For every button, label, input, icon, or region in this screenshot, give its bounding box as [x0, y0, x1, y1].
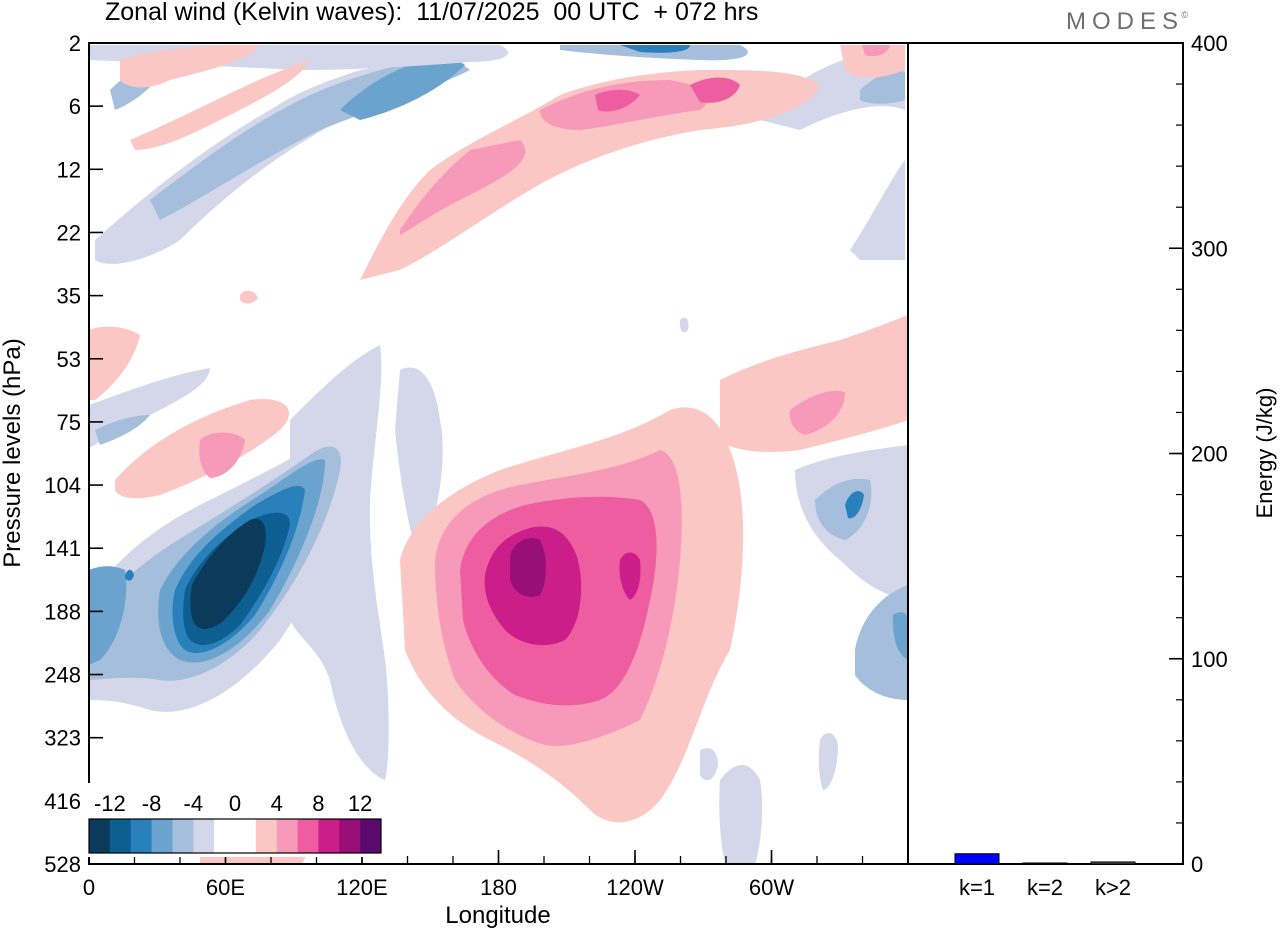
y-tick-label: 6 — [69, 94, 81, 119]
colorbar-label: 8 — [312, 791, 324, 816]
y-tick-label: 35 — [57, 284, 81, 309]
upper-positive-bands — [120, 45, 905, 304]
y-tick-label: 416 — [44, 789, 81, 814]
colorbar-swatch — [172, 819, 194, 853]
colorbar-label: -8 — [142, 791, 162, 816]
y-tick-label: 248 — [44, 663, 81, 688]
energy-tick-label: 100 — [1191, 647, 1228, 672]
energy-category-label: k=1 — [959, 875, 995, 900]
energy-tick-label: 0 — [1191, 852, 1203, 877]
x-tick-label: 120E — [336, 875, 387, 900]
longitude-axis: 0 60E 120E 180 120W 60W — [83, 850, 909, 900]
energy-axis-label: Energy (J/kg) — [1252, 388, 1277, 519]
y-tick-label: 53 — [57, 347, 81, 372]
colorbar-label: 0 — [229, 791, 241, 816]
x-tick-label: 60E — [206, 875, 245, 900]
energy-bar-3 — [1090, 861, 1136, 865]
colorbar-swatch — [89, 819, 111, 853]
colorbar-swatch — [276, 819, 298, 853]
brand-mark: © — [1181, 10, 1188, 20]
y-tick-label: 141 — [44, 536, 81, 561]
colorbar-swatch — [297, 819, 319, 853]
y-tick-label: 188 — [44, 599, 81, 624]
energy-bar-2 — [1022, 862, 1068, 865]
brand-logo: MODES — [1065, 8, 1184, 35]
lower-negative-bands — [700, 445, 908, 864]
y-tick-label: 104 — [44, 473, 81, 498]
colorbar-swatch — [109, 819, 132, 853]
colorbar-label: -4 — [184, 791, 204, 816]
y-tick-label: 2 — [69, 31, 81, 56]
colorbar-label: 4 — [271, 791, 283, 816]
y-axis-label: Pressure levels (hPa) — [0, 338, 26, 567]
colorbar-swatch — [360, 819, 382, 853]
positive-anomaly-180 — [400, 407, 744, 823]
pressure-axis: 2 6 12 22 35 53 75 104 141 188 248 323 416 528 — [44, 31, 103, 877]
y-tick-label: 323 — [44, 726, 81, 751]
colorbar-swatch — [193, 819, 215, 853]
colorbar-label: -12 — [94, 791, 126, 816]
x-axis-label: Longitude — [445, 902, 550, 929]
energy-bar-1 — [954, 853, 1000, 865]
chart-title: Zonal wind (Kelvin waves): 11/07/2025 00… — [105, 0, 759, 26]
energy-tick-label: 300 — [1191, 236, 1228, 261]
energy-category-label: k=2 — [1027, 875, 1063, 900]
energy-axis: 0 100 200 300 400 — [1169, 31, 1228, 877]
x-tick-label: 0 — [83, 875, 95, 900]
colorbar-swatch — [151, 819, 173, 853]
energy-category-label: k>2 — [1095, 875, 1131, 900]
colorbar-label: 12 — [348, 791, 372, 816]
x-tick-label: 120W — [606, 875, 664, 900]
x-tick-label: 180 — [480, 875, 517, 900]
colorbar-swatch — [255, 819, 278, 853]
colorbar-swatch — [235, 819, 257, 853]
energy-tick-label: 400 — [1191, 31, 1228, 56]
y-tick-label: 75 — [57, 410, 81, 435]
y-tick-label: 22 — [57, 220, 81, 245]
mid-positive-bands — [89, 315, 908, 499]
colorbar-swatch — [130, 819, 152, 853]
x-tick-label: 60W — [749, 875, 794, 900]
colorbar-frame — [88, 818, 382, 854]
energy-bars: k=1 k=2 k>2 — [954, 853, 1136, 900]
colorbar-swatch — [339, 819, 361, 853]
y-tick-label: 528 — [44, 852, 81, 877]
negative-anomaly-60e — [89, 426, 371, 712]
energy-tick-label: 200 — [1191, 442, 1228, 467]
kelvin-wave-heatmap — [89, 43, 908, 864]
energy-panel-frame — [907, 42, 1184, 865]
colorbar-swatch — [214, 819, 236, 853]
colorbar-swatch — [318, 819, 340, 853]
y-tick-label: 12 — [57, 157, 81, 182]
colorbar: -12 -8 -4 0 4 8 12 — [85, 783, 385, 857]
